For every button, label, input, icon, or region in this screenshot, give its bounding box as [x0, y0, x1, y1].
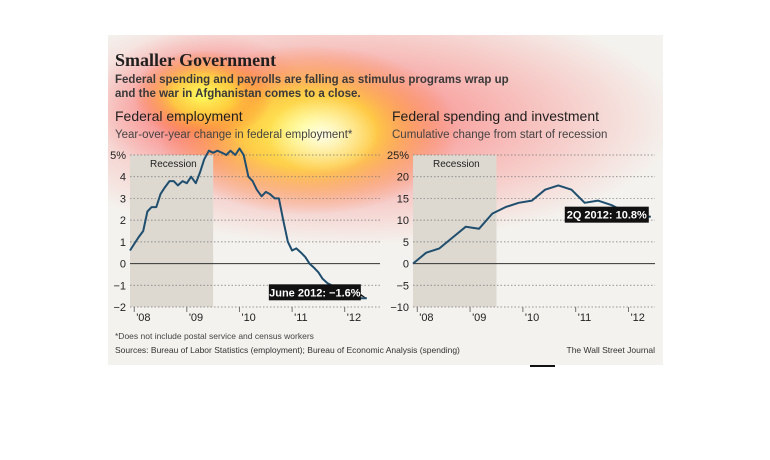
x-tick-label: '08: [136, 312, 150, 324]
series-line: [412, 184, 651, 265]
page-title: Smaller Government: [115, 50, 277, 70]
chart-subtitle-spending: Cumulative change from start of recessio…: [392, 129, 608, 141]
chart-title-spending: Federal spending and investment: [392, 108, 600, 124]
y-tick-label: 0: [120, 259, 126, 271]
chart-subtitle-employment: Year-over-year change in federal employm…: [115, 129, 353, 141]
x-tick-label: '10: [241, 312, 255, 324]
y-tick-label: 2: [120, 215, 126, 227]
y-tick-label: −5: [396, 280, 409, 292]
x-tick-label: '09: [472, 312, 486, 324]
y-tick-label: 4: [120, 172, 126, 184]
y-tick-label: 5: [403, 237, 409, 249]
chart-plot-0: Recession 5% 4 3 2 1 0 −1 −2 '08 '09 '10 '11 '12 June …: [110, 147, 380, 324]
y-tick-label: 1: [120, 237, 126, 249]
chart-plot-1: Recession 25% 20 15 10 5 0 −5 −10 '08 '09 '10 '11 '12…: [387, 150, 655, 324]
y-tick-label: 10: [397, 215, 409, 227]
sources-note: Sources: Bureau of Labor Statistics (emp…: [115, 345, 460, 355]
y-tick-label: −10: [390, 302, 409, 314]
y-tick-label: 20: [397, 172, 409, 184]
series-line: [129, 147, 367, 300]
callout-label: 2Q 2012: 10.8%: [567, 210, 647, 222]
callout-label: June 2012: −1.6%: [269, 287, 361, 299]
charts-canvas: Recession5%43210−1−2'08'09'10'11'12June …: [110, 147, 655, 324]
y-tick-label: 5%: [110, 150, 126, 162]
x-tick-label: '09: [189, 312, 203, 324]
y-tick-label: 25%: [387, 150, 409, 162]
x-tick-label: '12: [347, 312, 361, 324]
recession-label: Recession: [150, 159, 197, 170]
x-tick-label: '11: [294, 312, 308, 324]
x-tick-label: '12: [631, 312, 645, 324]
x-tick-label: '08: [419, 312, 433, 324]
footnote: *Does not include postal service and cen…: [115, 331, 314, 341]
y-tick-label: −1: [113, 280, 126, 292]
publisher-credit: The Wall Street Journal: [566, 345, 656, 355]
callout-box: [564, 206, 649, 223]
y-tick-label: 3: [120, 193, 126, 205]
page-subtitle: Federal spending and payrolls are fallin…: [115, 74, 509, 100]
callout-box: [268, 284, 361, 301]
x-tick-label: '11: [578, 312, 592, 324]
y-tick-label: −2: [113, 302, 126, 314]
recession-label: Recession: [433, 159, 480, 170]
chart-title-employment: Federal employment: [115, 108, 243, 124]
y-tick-label: 0: [403, 259, 409, 271]
x-tick-label: '10: [525, 312, 539, 324]
recession-band: [413, 155, 497, 307]
divider-bar: [530, 365, 555, 367]
chart-card: Smaller Government Federal spending and …: [108, 35, 663, 365]
y-tick-label: 15: [397, 193, 409, 205]
